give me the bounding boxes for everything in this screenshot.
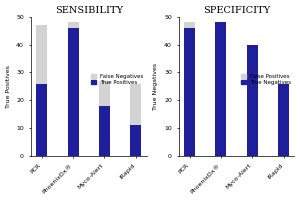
Bar: [184, 22, 195, 156]
Bar: [215, 22, 226, 156]
Y-axis label: True Negatives: True Negatives: [154, 63, 158, 110]
Bar: [130, 84, 141, 156]
Bar: [36, 25, 47, 156]
Bar: [130, 125, 141, 156]
Legend: False Positives, True Negatives: False Positives, True Negatives: [241, 73, 292, 85]
Bar: [247, 45, 258, 156]
Bar: [247, 45, 258, 156]
Legend: False Negatives, True Positives: False Negatives, True Positives: [91, 73, 144, 85]
Bar: [99, 106, 110, 156]
Y-axis label: True Positives: True Positives: [6, 65, 10, 108]
Title: SENSIBILITY: SENSIBILITY: [55, 6, 123, 15]
Bar: [99, 81, 110, 156]
Title: SPECIFICITY: SPECIFICITY: [203, 6, 270, 15]
Bar: [184, 28, 195, 156]
Bar: [278, 84, 289, 156]
Bar: [278, 84, 289, 156]
Bar: [36, 84, 47, 156]
Bar: [68, 28, 79, 156]
Bar: [68, 22, 79, 156]
Bar: [215, 22, 226, 156]
